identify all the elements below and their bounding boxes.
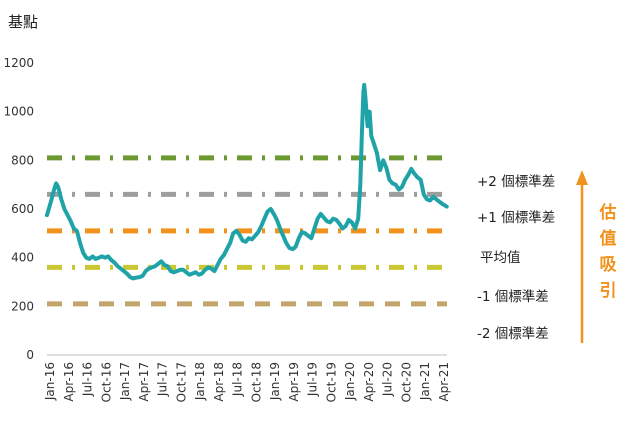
band-label-minus1: -1 個標準差 — [477, 289, 549, 305]
x-tick-label: Jul-17 — [156, 362, 170, 397]
x-tick-label: Apr-17 — [137, 362, 151, 402]
y-tick-label: 800 — [11, 153, 34, 167]
valuation-arrow — [576, 170, 588, 343]
x-tick-label: Apr-19 — [287, 362, 301, 402]
x-tick-label: Jul-20 — [381, 362, 395, 397]
x-tick-label: Apr-20 — [362, 362, 376, 402]
x-tick-labels: Jan-16 Apr-16 Jul-16 Oct-16 Jan-17 Apr-17 Jul-… — [43, 362, 451, 402]
x-tick-label: Oct-16 — [99, 362, 113, 402]
x-tick-label: Apr-21 — [437, 362, 451, 402]
valuation-label-char: 估 — [599, 202, 617, 223]
x-tick-label: Jan-17 — [118, 362, 132, 401]
band-labels: +2 個標準差 +1 個標準差 平均值 -1 個標準差 -2 個標準差 — [477, 174, 555, 342]
y-tick-label: 400 — [11, 251, 34, 265]
x-tick-label: Jan-18 — [193, 362, 207, 401]
valuation-label-char: 吸 — [600, 255, 618, 275]
y-tick-labels: 0 200 400 600 800 1000 1200 — [3, 56, 34, 362]
band-label-plus1: +1 個標準差 — [477, 210, 555, 226]
band-label-minus2: -2 個標準差 — [477, 326, 549, 342]
band-label-plus2: +2 個標準差 — [477, 174, 555, 190]
valuation-label-char: 值 — [600, 228, 617, 249]
x-tick-label: Oct-17 — [174, 362, 188, 402]
x-tick-label: Jan-20 — [343, 362, 357, 401]
spread-series-line — [45, 82, 449, 281]
x-tick-label: Jan-16 — [43, 362, 57, 401]
y-tick-label: 1200 — [3, 56, 34, 70]
y-tick-label: 200 — [11, 299, 34, 313]
x-tick-label: Oct-18 — [249, 362, 263, 402]
arrow-head-icon — [576, 170, 588, 185]
x-tick-label: Oct-20 — [399, 362, 413, 402]
x-tick-label: Jul-16 — [81, 362, 95, 397]
x-tick-label: Jan-21 — [418, 362, 432, 401]
reference-bands — [47, 155, 447, 307]
y-tick-label: 1000 — [3, 105, 34, 119]
x-tick-label: Jul-19 — [306, 362, 320, 397]
y-tick-label: 0 — [26, 348, 34, 362]
x-tick-label: Apr-16 — [62, 362, 76, 402]
band-label-mean: 平均值 — [480, 250, 521, 266]
x-tick-label: Jan-19 — [268, 362, 282, 401]
x-tick-label: Jul-18 — [231, 362, 245, 397]
x-tick-label: Oct-19 — [324, 362, 338, 402]
y-tick-label: 600 — [11, 202, 34, 216]
x-tick-label: Apr-18 — [212, 362, 226, 402]
y-axis-title: 基點 — [8, 13, 38, 31]
valuation-label-char: 引 — [600, 281, 617, 301]
